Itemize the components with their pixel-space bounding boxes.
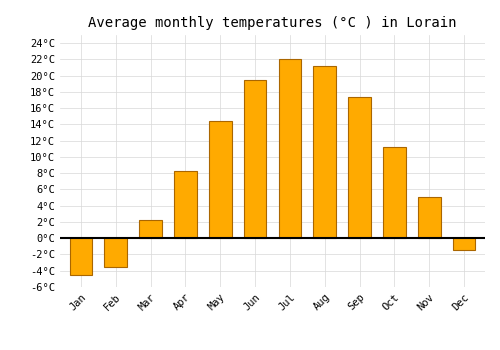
Bar [244, 80, 266, 238]
Bar [140, 220, 162, 238]
Bar [174, 171, 197, 238]
Bar [104, 238, 127, 267]
Bar [453, 238, 475, 250]
Bar [348, 97, 371, 238]
Bar [383, 147, 406, 238]
Bar [314, 66, 336, 238]
Bar [278, 60, 301, 238]
Title: Average monthly temperatures (°C ) in Lorain: Average monthly temperatures (°C ) in Lo… [88, 16, 457, 30]
Bar [70, 238, 92, 275]
Bar [418, 197, 440, 238]
Bar [209, 121, 232, 238]
